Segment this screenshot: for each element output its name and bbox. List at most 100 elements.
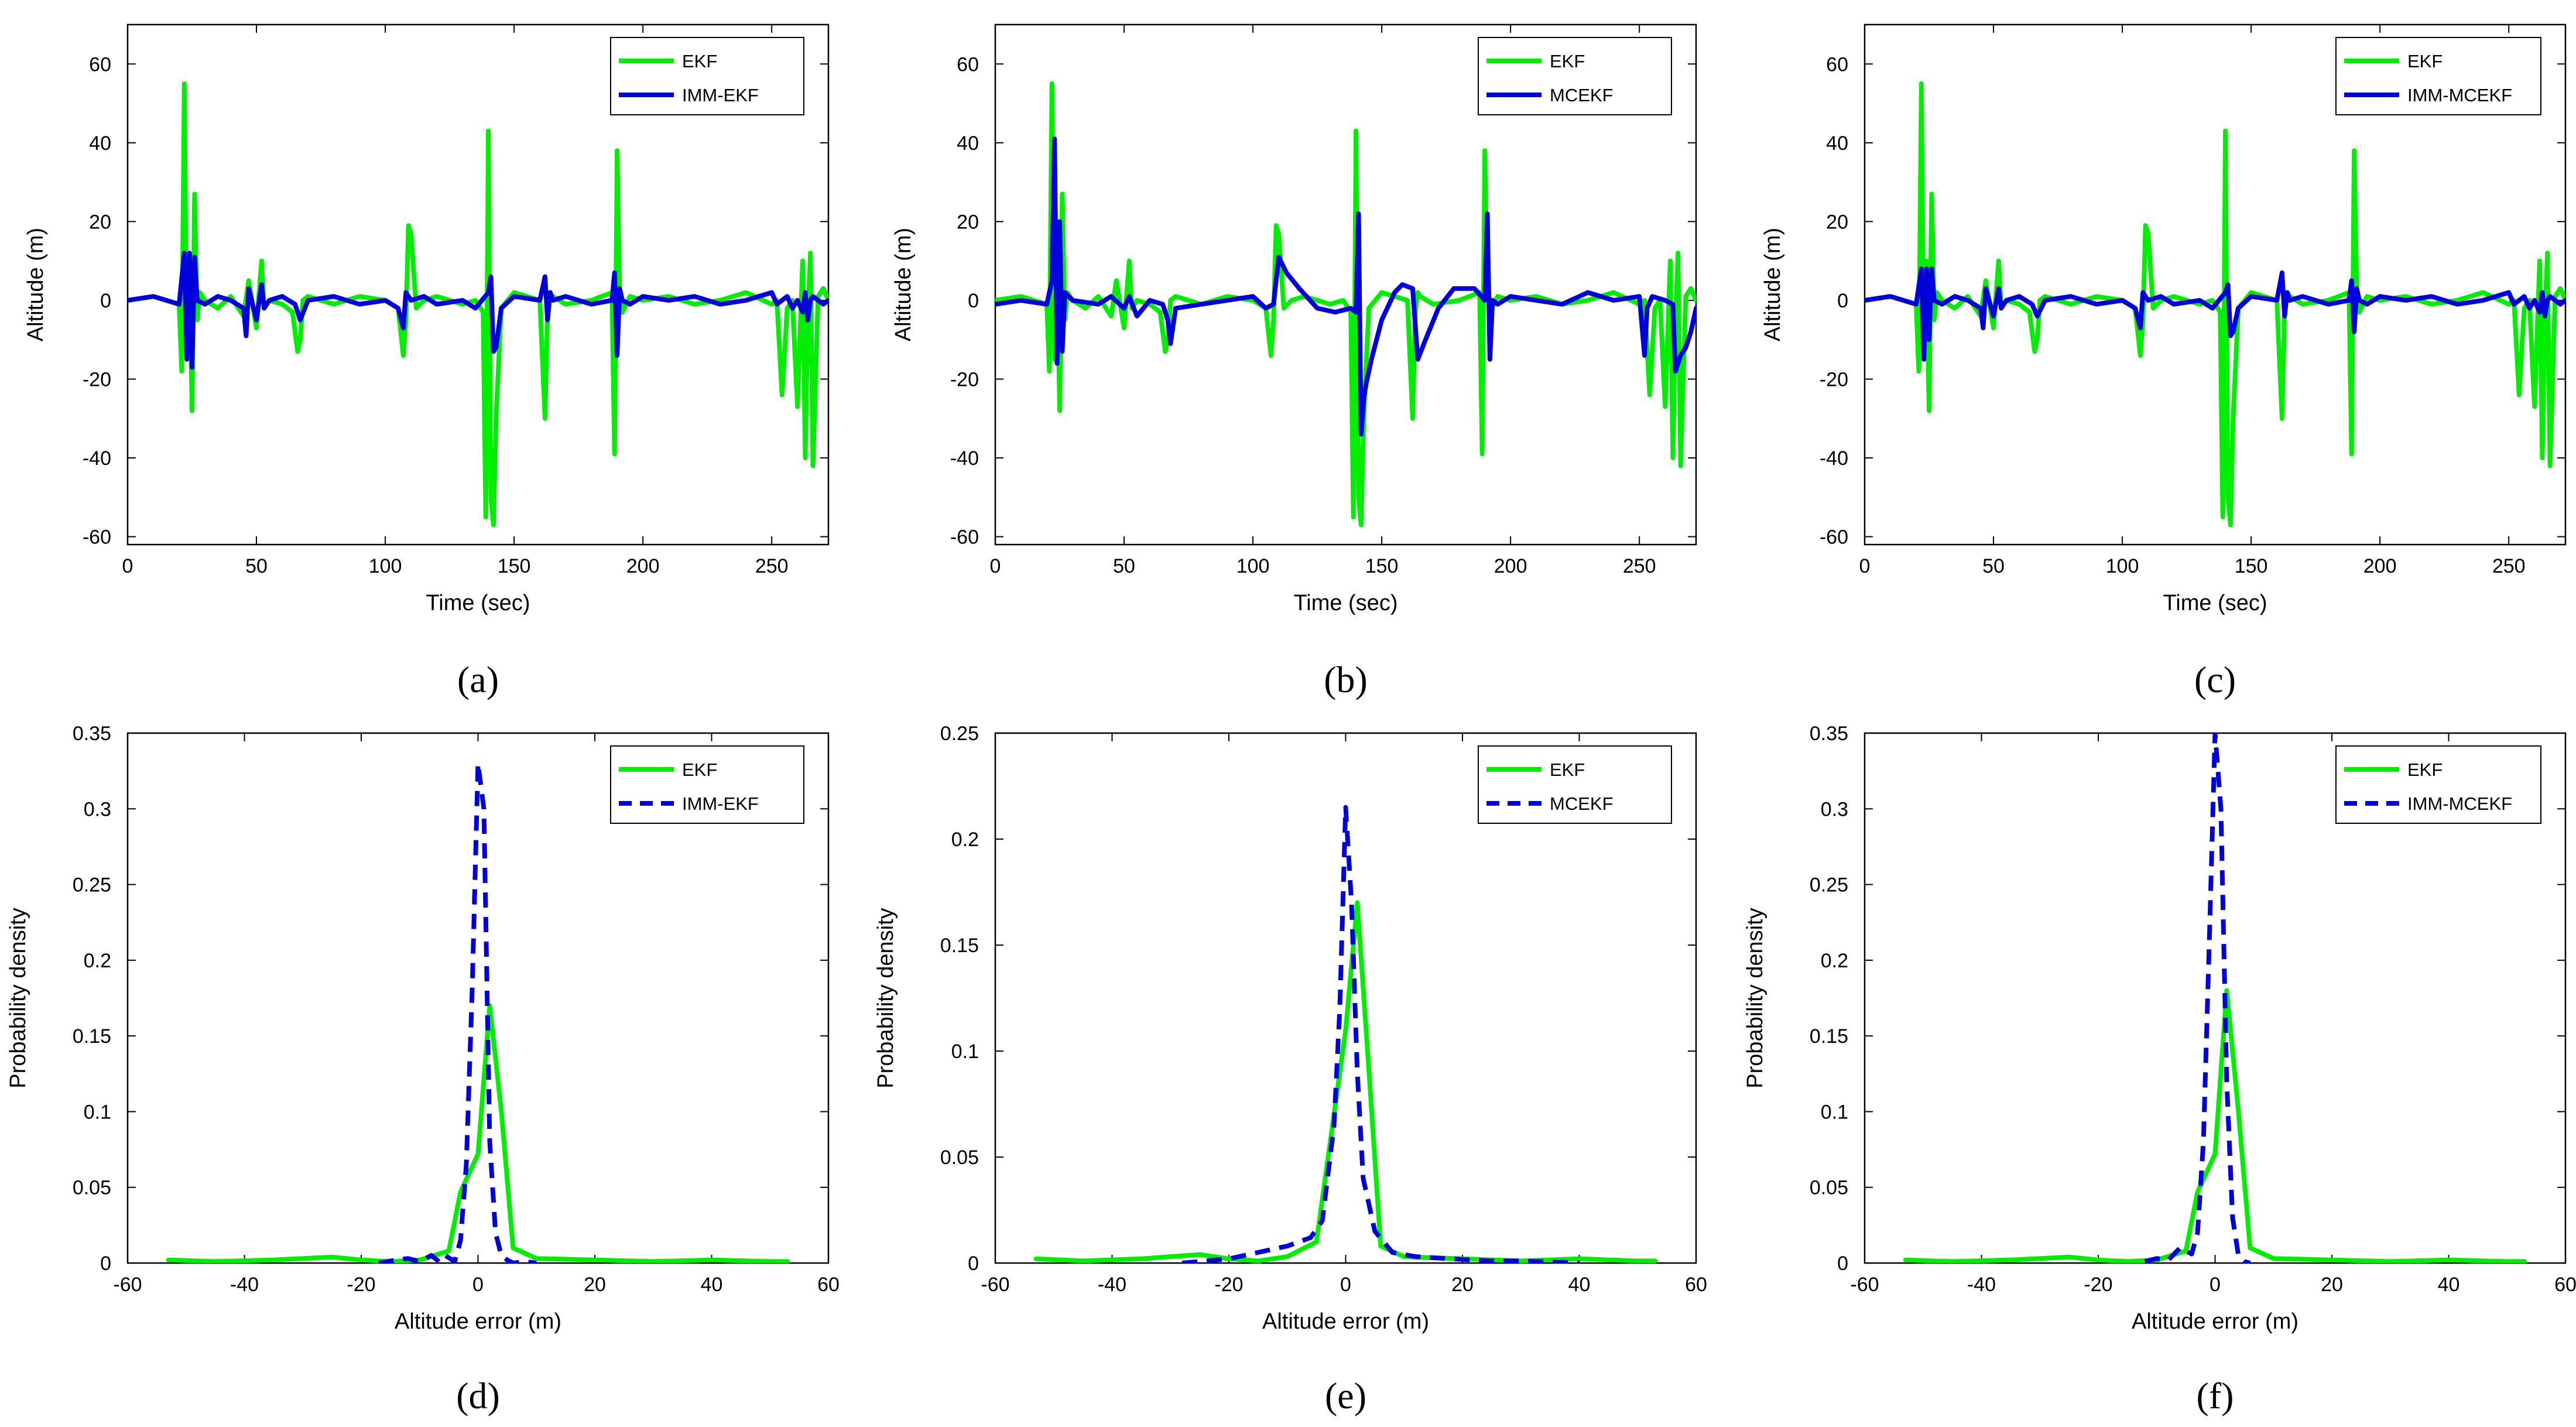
y-tick-label: 20 [89, 211, 111, 233]
x-tick-label: -60 [113, 1274, 142, 1296]
series-line-imm-mcekf [1865, 266, 2565, 362]
y-tick-label: 0.35 [1810, 723, 1848, 745]
x-tick-label: 0 [472, 1274, 484, 1296]
x-tick-label: 50 [1113, 555, 1135, 577]
x-tick-label: -20 [1214, 1274, 1243, 1296]
x-tick-label: 200 [626, 555, 660, 577]
y-tick-label: 40 [957, 132, 979, 155]
legend-label-imm-mcekf: IMM-MCEKF [2407, 85, 2512, 105]
y-tick-label: 0 [968, 1253, 979, 1275]
legend-label-mcekf: MCEKF [1550, 793, 1614, 814]
x-tick-label: 50 [1982, 555, 2005, 577]
panel-caption: (b) [1324, 659, 1368, 700]
x-tick-label: 0 [1859, 555, 1871, 577]
legend-label-ekf: EKF [682, 51, 717, 71]
y-tick-label: -60 [950, 526, 979, 549]
x-tick-label: 250 [755, 555, 789, 577]
x-tick-label: -40 [230, 1274, 259, 1296]
legend: EKF MCEKF [1478, 37, 1672, 115]
series-line-ekf [166, 1003, 790, 1263]
y-tick-label: 20 [1826, 211, 1848, 233]
y-tick-label: 0.2 [951, 829, 979, 851]
x-tick-label: 100 [1236, 555, 1270, 577]
x-tick-label: 40 [701, 1274, 723, 1296]
x-tick-label: 250 [2492, 555, 2526, 577]
x-tick-label: 0 [990, 555, 1001, 577]
y-tick-label: 60 [1826, 53, 1848, 76]
chart-panel-d: -60 -40 -20 0 20 40 60 0 0.05 0.1 0.15 0.2 0.25 0.3 0.… [6, 723, 840, 1416]
x-tick-label: 40 [1568, 1274, 1591, 1296]
series-line-imm-ekf [378, 761, 537, 1263]
y-tick-label: 60 [89, 53, 111, 76]
y-tick-label: 0.1 [1821, 1101, 1848, 1123]
y-axis-label: Altitude (m) [1760, 228, 1785, 341]
x-tick-label: -40 [1098, 1274, 1126, 1296]
panel-caption: (f) [2197, 1375, 2234, 1416]
x-tick-label: 40 [2438, 1274, 2460, 1296]
legend: EKF MCEKF [1478, 745, 1672, 824]
legend-label-ekf: EKF [1550, 759, 1585, 780]
y-tick-label: 0.2 [84, 950, 111, 972]
y-tick-label: -20 [950, 368, 979, 391]
legend-box [610, 745, 804, 824]
x-tick-label: -60 [1850, 1274, 1879, 1296]
y-tick-label: -20 [1820, 368, 1848, 391]
panel-caption: (a) [457, 659, 499, 700]
x-axis-label: Altitude error (m) [1262, 1309, 1429, 1334]
y-tick-label: 0.05 [940, 1147, 979, 1169]
chart-panel-f: -60 -40 -20 0 20 40 60 0 0.05 0.1 0.15 0.2 0.25 0.3 0.… [1743, 723, 2576, 1416]
x-axis-label: Time (sec) [1293, 591, 1397, 615]
y-axis-label: Altitude (m) [23, 228, 48, 341]
y-tick-label: 40 [1826, 132, 1848, 155]
chart-panel-c: 0 50 100 150 200 250 -60 -40 -20 0 20 40 60 Time (sec… [1760, 23, 2567, 700]
y-tick-label: 0 [1837, 290, 1848, 312]
y-tick-label: 0.3 [84, 798, 111, 820]
x-tick-label: 20 [1451, 1274, 1474, 1296]
x-tick-label: 200 [2363, 555, 2397, 577]
panel-caption: (c) [2194, 659, 2236, 700]
legend-label-ekf: EKF [1550, 51, 1585, 71]
y-tick-label: 0.15 [1810, 1025, 1848, 1048]
y-tick-label: -20 [83, 368, 111, 391]
x-tick-label: 0 [2210, 1274, 2221, 1296]
y-axis-label: Altitude (m) [891, 228, 916, 341]
y-tick-label: -40 [83, 447, 111, 470]
legend-label-imm-mcekf: IMM-MCEKF [2407, 793, 2512, 814]
y-tick-label: 0.25 [940, 723, 979, 745]
chart-panel-a: 0 50 100 150 200 250 -60 -40 -20 0 20 40 60 Time (sec… [23, 23, 830, 700]
x-tick-label: 150 [2235, 555, 2268, 577]
x-tick-label: 0 [122, 555, 133, 577]
y-tick-label: -40 [950, 447, 979, 470]
y-tick-label: 0 [100, 290, 111, 312]
x-tick-label: 60 [1685, 1274, 1707, 1296]
y-tick-label: 40 [89, 132, 111, 155]
legend-label-ekf: EKF [682, 759, 717, 780]
legend: EKF IMM-EKF [610, 745, 804, 824]
x-tick-label: 150 [1365, 555, 1399, 577]
series-line-ekf [1033, 900, 1658, 1263]
legend-box [1478, 745, 1672, 824]
legend: EKF IMM-EKF [610, 37, 804, 115]
legend-label-imm-ekf: IMM-EKF [682, 793, 759, 814]
x-tick-label: 20 [2321, 1274, 2343, 1296]
y-tick-label: 0.25 [73, 874, 111, 896]
y-tick-label: 0.05 [73, 1177, 111, 1199]
y-tick-label: 0.1 [951, 1041, 979, 1063]
x-axis-label: Altitude error (m) [2132, 1309, 2298, 1334]
x-tick-label: 0 [1340, 1274, 1351, 1296]
x-tick-label: 20 [584, 1274, 606, 1296]
y-tick-label: 0.1 [84, 1101, 111, 1123]
legend-label-mcekf: MCEKF [1550, 85, 1614, 105]
legend-box [2335, 745, 2541, 824]
y-tick-label: -40 [1820, 447, 1848, 470]
chart-panel-e: -60 -40 -20 0 20 40 60 0 0.05 0.1 0.15 0.2 0.25 Altit… [873, 723, 1707, 1416]
y-tick-label: 0.15 [73, 1025, 111, 1048]
y-tick-label: 0.15 [940, 935, 979, 957]
x-tick-label: 50 [245, 555, 268, 577]
legend-label-imm-ekf: IMM-EKF [682, 85, 759, 105]
y-tick-label: -60 [1820, 526, 1848, 549]
series-line-ekf [1903, 988, 2527, 1263]
y-tick-label: 0.3 [1821, 798, 1848, 820]
x-tick-label: 150 [498, 555, 531, 577]
y-tick-label: 0.25 [1810, 874, 1848, 896]
